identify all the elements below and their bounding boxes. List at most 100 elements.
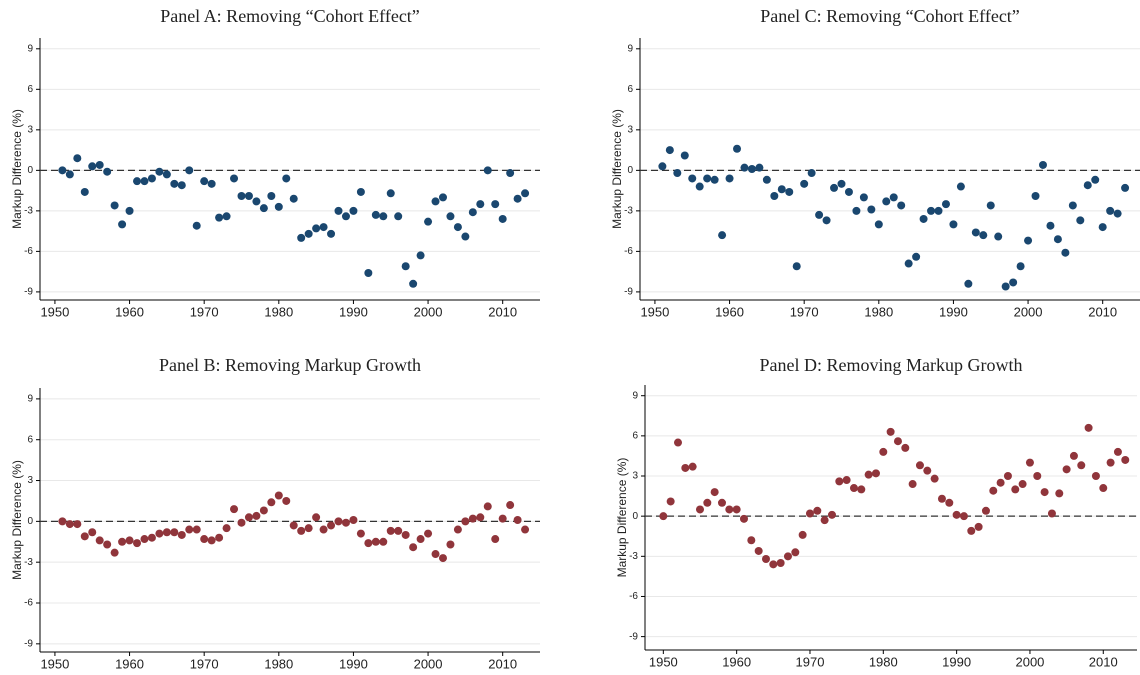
point xyxy=(1033,472,1042,481)
point xyxy=(521,525,530,534)
x-tick-label: 1980 xyxy=(264,304,293,319)
point xyxy=(1106,206,1115,215)
y-tick-label: 6 xyxy=(627,84,633,95)
point xyxy=(659,512,668,521)
point xyxy=(830,183,839,192)
point xyxy=(274,491,283,500)
point xyxy=(813,506,822,515)
point xyxy=(740,163,749,172)
point xyxy=(95,536,104,545)
point xyxy=(215,213,224,222)
point xyxy=(334,206,343,215)
x-tick-label: 2000 xyxy=(414,656,443,671)
point xyxy=(908,480,917,489)
point xyxy=(327,521,336,530)
point xyxy=(733,144,742,153)
point xyxy=(842,476,851,485)
point xyxy=(1047,509,1056,518)
y-tick-label: 0 xyxy=(627,165,633,176)
point xyxy=(1083,181,1092,190)
point xyxy=(710,488,719,497)
point xyxy=(192,221,201,230)
y-tick-label: 9 xyxy=(627,43,633,54)
y-tick-label: 3 xyxy=(627,124,633,135)
point xyxy=(1106,458,1115,467)
point xyxy=(319,223,328,232)
point xyxy=(1009,278,1018,287)
point xyxy=(118,220,127,229)
point xyxy=(807,169,816,178)
point xyxy=(904,259,913,268)
x-tick-label: 1960 xyxy=(715,304,744,319)
point xyxy=(289,521,298,530)
point xyxy=(1055,489,1064,498)
point xyxy=(747,536,756,545)
point xyxy=(844,187,853,196)
point xyxy=(981,506,990,515)
x-tick-label: 2010 xyxy=(488,304,517,319)
point xyxy=(897,201,906,210)
point xyxy=(912,252,921,261)
point xyxy=(304,524,313,533)
point xyxy=(974,522,983,531)
point xyxy=(837,179,846,188)
point xyxy=(147,533,156,542)
point xyxy=(1016,262,1025,271)
point xyxy=(513,194,522,203)
point xyxy=(822,216,831,225)
x-tick-label: 2000 xyxy=(1014,304,1043,319)
point xyxy=(1091,472,1100,481)
point xyxy=(133,539,142,548)
point xyxy=(230,505,239,514)
point xyxy=(185,525,194,534)
point xyxy=(1053,235,1062,244)
y-tick-label: -9 xyxy=(624,287,633,298)
x-tick-label: 1960 xyxy=(115,304,144,319)
point xyxy=(483,166,492,175)
point xyxy=(791,548,800,557)
x-tick-label: 1990 xyxy=(339,656,368,671)
x-tick-label: 1970 xyxy=(190,304,219,319)
x-tick-label: 1990 xyxy=(942,654,971,669)
y-tick-label: -9 xyxy=(24,287,33,298)
point xyxy=(710,175,719,184)
point xyxy=(65,520,74,529)
point xyxy=(476,200,485,209)
x-tick-label: 1990 xyxy=(339,304,368,319)
point xyxy=(409,279,418,288)
point xyxy=(394,212,403,221)
point xyxy=(491,535,500,544)
point xyxy=(688,462,697,471)
y-tick-label: -6 xyxy=(24,246,33,257)
point xyxy=(65,170,74,179)
y-tick-label: 0 xyxy=(27,165,33,176)
point xyxy=(80,187,89,196)
point xyxy=(200,177,209,186)
point xyxy=(207,536,216,545)
point xyxy=(986,201,995,210)
point xyxy=(289,194,298,203)
point xyxy=(259,204,268,213)
point xyxy=(893,437,902,446)
point xyxy=(468,514,477,523)
point xyxy=(491,200,500,209)
point xyxy=(431,197,440,206)
point xyxy=(215,533,224,542)
y-tick-label: -6 xyxy=(624,246,633,257)
point xyxy=(155,167,164,176)
point xyxy=(835,477,844,486)
point xyxy=(259,506,268,515)
point xyxy=(1018,480,1027,489)
point xyxy=(513,516,522,524)
point xyxy=(133,177,142,186)
point xyxy=(431,550,440,559)
y-axis-label: Markup Difference (%) xyxy=(10,460,24,580)
point xyxy=(506,501,515,510)
point xyxy=(267,192,276,201)
point xyxy=(356,187,365,196)
point xyxy=(688,174,697,183)
point xyxy=(140,535,149,544)
y-tick-label: -6 xyxy=(629,591,638,602)
point xyxy=(177,181,186,190)
point xyxy=(401,530,410,539)
